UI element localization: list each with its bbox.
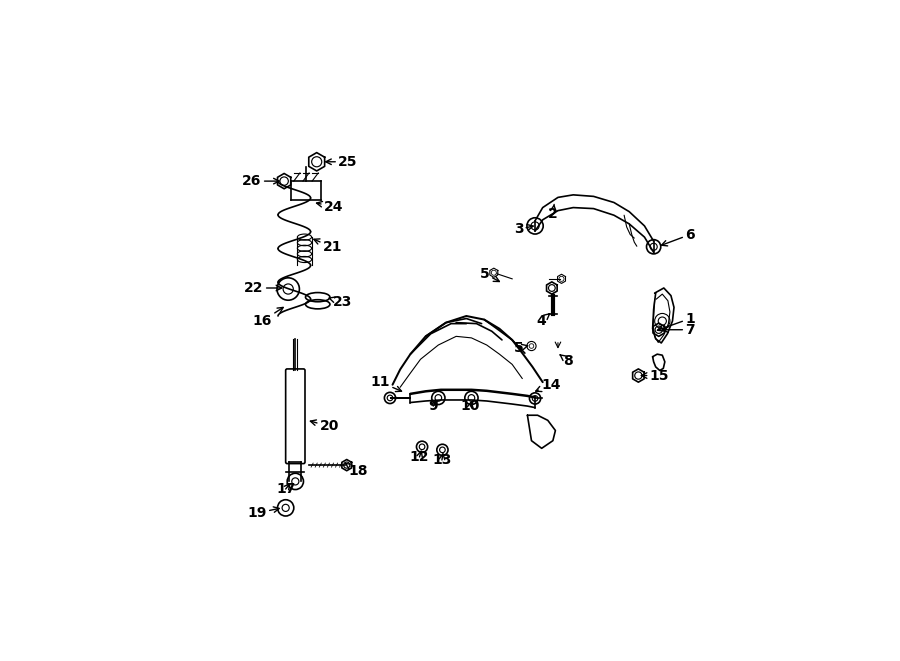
Text: 15: 15	[642, 369, 669, 383]
Text: 13: 13	[432, 453, 452, 467]
Text: 5: 5	[480, 267, 500, 282]
Text: 24: 24	[317, 200, 343, 214]
Text: 20: 20	[310, 420, 339, 434]
Text: 3: 3	[514, 223, 533, 237]
Text: 21: 21	[314, 239, 342, 254]
Text: 26: 26	[242, 174, 279, 188]
Text: 4: 4	[536, 314, 550, 328]
Text: 11: 11	[371, 375, 401, 391]
Text: 16: 16	[253, 307, 284, 328]
Text: 19: 19	[248, 506, 279, 520]
Text: 25: 25	[326, 155, 357, 169]
Text: 6: 6	[662, 227, 695, 246]
Text: 23: 23	[329, 295, 353, 309]
Text: 9: 9	[428, 399, 438, 413]
Text: 2: 2	[548, 204, 558, 221]
Text: 1: 1	[657, 311, 695, 331]
Text: 14: 14	[536, 377, 561, 392]
Text: 7: 7	[662, 323, 695, 336]
Text: 12: 12	[410, 450, 429, 464]
Text: 10: 10	[461, 399, 480, 413]
Text: 22: 22	[244, 281, 282, 295]
Text: 5: 5	[514, 341, 527, 355]
Text: 8: 8	[560, 354, 572, 368]
Text: 17: 17	[276, 482, 295, 496]
Text: 18: 18	[346, 463, 368, 478]
